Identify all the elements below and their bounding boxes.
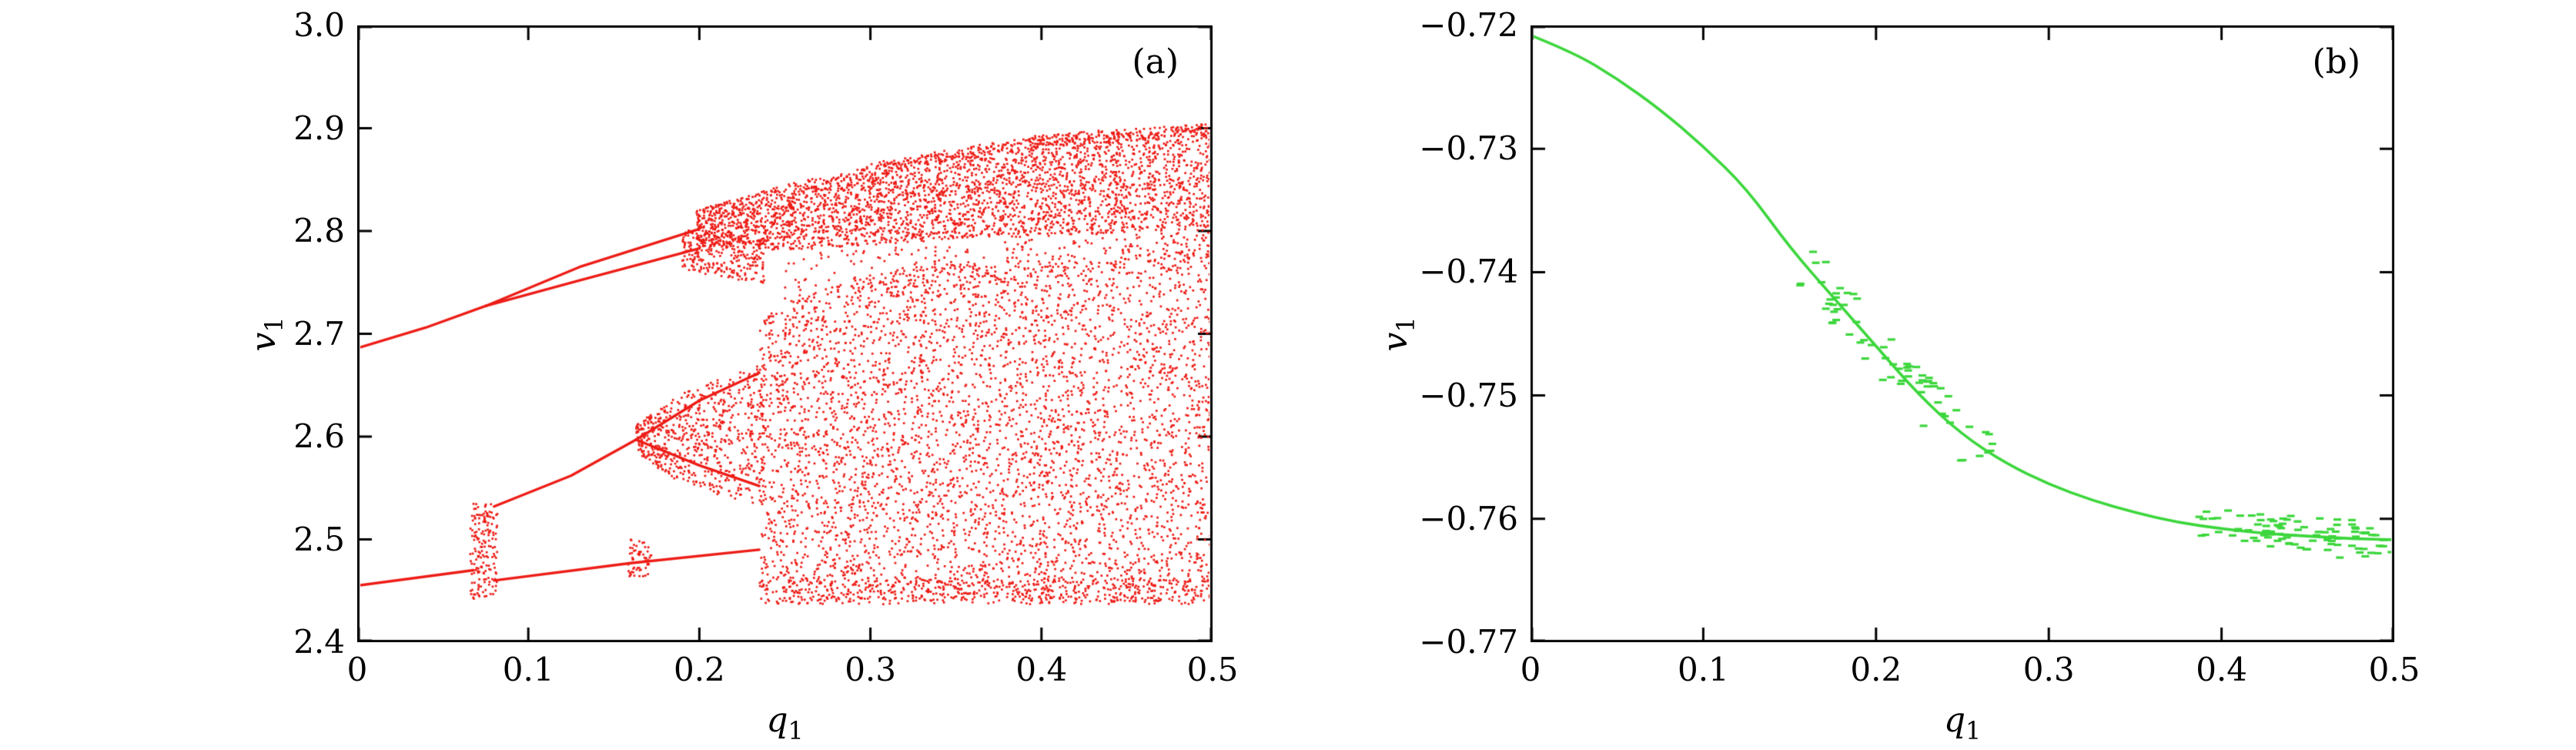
x-tick-label-a: 0.5 [1186,651,1239,688]
y-tick-label-b: −0.74 [1419,253,1518,291]
y-tick-label-a: 2.4 [293,623,345,661]
x-tick-label-a: 0 [346,651,368,688]
panel-letter-b: (b) [2312,42,2361,82]
bifurcation-canvas-a [357,25,1213,642]
x-tick-label-a: 0.1 [502,651,554,688]
plot-area-b: v1 q1 (b) 0 0.1 0.2 0.3 0.4 0.5 −0.77 −0.76 −0.7… [1376,6,2420,745]
x-tick-label-a: 0.2 [673,651,725,688]
plot-area-a: v1 q1 (a) 0 0.1 0.2 0.3 0.4 0.5 2.4 2.5 2.6 2.7 2.… [244,6,1238,745]
y-tick-label-b: −0.72 [1419,6,1518,44]
x-axis-label-a: q1 [766,701,803,745]
x-tick-label-b: 0.4 [2196,651,2247,688]
y-axis-subscript-b: 1 [1392,316,1420,333]
curve-canvas-b [1531,25,2394,642]
x-tick-label-b: 0.1 [1677,651,1729,688]
y-axis-variable-b: v [1376,332,1416,352]
y-tick-label-a: 2.7 [293,314,345,353]
y-tick-label-a: 2.9 [293,109,345,147]
y-tick-label-a: 2.8 [293,212,345,249]
x-axis-variable-b: q [1943,701,1966,740]
x-axis-subscript-a: 1 [788,717,804,745]
x-tick-label-b: 0 [1520,651,1541,688]
y-tick-label-a: 3.0 [293,6,345,44]
y-tick-label-b: −0.75 [1419,376,1518,414]
x-axis-label-b: q1 [1944,701,1981,745]
x-axis-variable-a: q [766,701,788,740]
y-tick-label-b: −0.76 [1419,499,1518,537]
x-tick-label-b: 0.5 [2368,651,2420,688]
x-tick-label-b: 0.3 [2022,651,2075,688]
y-tick-label-a: 2.6 [293,417,345,455]
y-tick-label-a: 2.5 [293,520,345,558]
y-tick-label-b: −0.73 [1419,129,1518,168]
x-tick-label-a: 0.3 [845,651,896,688]
panel-letter-a: (a) [1132,42,1179,82]
y-axis-label-b: v1 [1376,316,1420,351]
x-tick-label-b: 0.2 [1850,651,1902,688]
y-tick-label-b: −0.77 [1419,623,1518,661]
x-tick-label-a: 0.4 [1015,651,1068,688]
x-axis-subscript-b: 1 [1965,717,1982,745]
